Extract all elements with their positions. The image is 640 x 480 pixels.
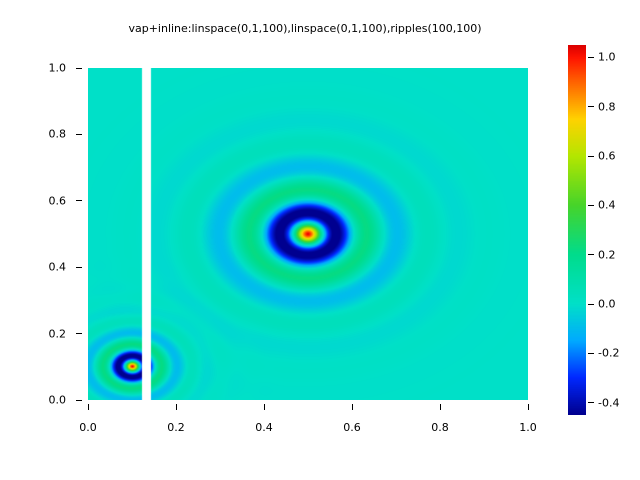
colorbar-tick-mark — [588, 254, 594, 256]
y-tick-mark — [76, 333, 82, 335]
y-tick-mark — [76, 399, 82, 401]
colorbar-tick-label: -0.2 — [598, 346, 620, 360]
heatmap-canvas — [88, 68, 528, 400]
x-tick-mark — [263, 404, 265, 410]
x-tick-mark — [439, 404, 441, 410]
colorbar-tick-mark — [588, 204, 594, 206]
x-tick-label: 0.6 — [343, 421, 361, 434]
y-tick-label: 0.2 — [48, 327, 67, 341]
x-tick-label: 0.4 — [255, 421, 273, 434]
colorbar-tick-mark — [588, 352, 594, 354]
colorbar-tick-mark — [588, 155, 594, 157]
colorbar-tick-label: 1.0 — [598, 50, 616, 64]
y-tick-mark — [76, 200, 82, 202]
colorbar-tick-label: 0.2 — [598, 248, 616, 262]
colorbar-tick-label: 0.8 — [598, 100, 616, 114]
y-tick-label: 0.0 — [48, 393, 67, 407]
x-tick-mark — [351, 404, 353, 410]
colorbar-tick-mark — [588, 402, 594, 404]
x-tick-label: 0.2 — [167, 421, 185, 434]
y-tick-mark — [76, 67, 82, 69]
x-tick-mark — [87, 404, 89, 410]
x-tick-mark — [527, 404, 529, 410]
plot-title: vap+inline:linspace(0,1,100),linspace(0,… — [128, 22, 482, 35]
colorbar-tick-label: 0.6 — [598, 149, 616, 163]
colorbar-tick-label: 0.0 — [598, 297, 616, 311]
y-tick-label: 0.4 — [48, 260, 67, 274]
colorbar-gradient — [568, 45, 586, 415]
x-tick-mark — [175, 404, 177, 410]
x-tick-label: 1.0 — [519, 421, 537, 434]
y-tick-label: 0.6 — [48, 194, 67, 208]
colorbar-tick-mark — [588, 303, 594, 305]
colorbar-tick-mark — [588, 106, 594, 108]
y-tick-mark — [76, 266, 82, 268]
y-tick-label: 0.8 — [48, 127, 67, 141]
y-tick-label: 1.0 — [48, 61, 67, 75]
x-tick-label: 0.8 — [431, 421, 449, 434]
colorbar-tick-label: -0.4 — [598, 396, 620, 410]
x-tick-label: 0.0 — [79, 421, 97, 434]
colorbar-tick-mark — [588, 56, 594, 58]
y-tick-mark — [76, 133, 82, 135]
colorbar-tick-label: 0.4 — [598, 198, 616, 212]
